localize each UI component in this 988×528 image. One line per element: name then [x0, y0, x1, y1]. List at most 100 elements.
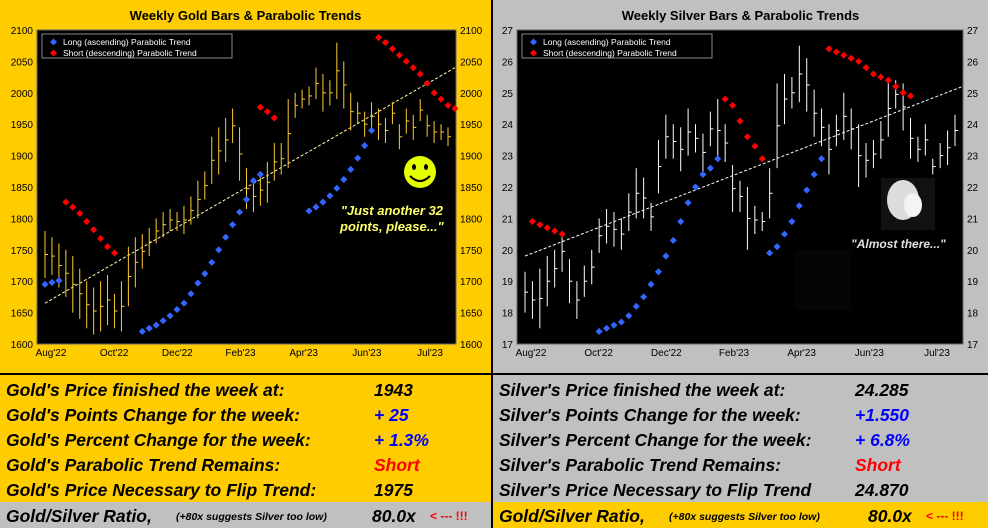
long-parabolic-dot	[208, 258, 216, 266]
y-tick-label-right: 18	[967, 309, 979, 320]
gold-stat-row: Gold's Percent Change for the week: + 1.3…	[0, 427, 491, 452]
gold-stat-label: Gold's Points Change for the week:	[6, 405, 300, 425]
long-parabolic-dot	[610, 321, 618, 329]
silver-stat-value: +1.550	[855, 405, 910, 425]
y-tick-label-left: 2050	[11, 57, 34, 68]
silver-ratio-arrow: < --- !!!	[926, 509, 964, 523]
short-parabolic-dot	[76, 209, 84, 217]
long-parabolic-dot	[773, 243, 781, 251]
parabolic-trend-line	[524, 86, 963, 257]
gold-annotation-line2: points, please..."	[340, 219, 444, 234]
legend-entry: Short (descending) Parabolic Trend	[63, 48, 197, 58]
y-tick-label-right: 2050	[460, 57, 483, 68]
smiley-face	[404, 156, 436, 188]
short-parabolic-dot	[110, 249, 119, 257]
silver-stat-value: + 6.8%	[855, 430, 910, 450]
gold-stat-row: Gold's Price Necessary to Flip Trend: 197…	[0, 477, 491, 502]
long-parabolic-dot	[138, 327, 146, 335]
short-parabolic-dot	[451, 104, 459, 113]
x-tick-label: Jun'23	[352, 348, 382, 359]
silver-stat-label: Silver's Price finished the week at:	[499, 380, 786, 400]
x-tick-label: Dec'22	[651, 348, 682, 359]
legend-marker	[529, 38, 538, 46]
y-tick-label-left: 22	[502, 183, 514, 194]
long-parabolic-dot	[173, 305, 181, 313]
y-tick-label-right: 1900	[460, 152, 483, 163]
long-parabolic-dot	[319, 198, 327, 206]
short-parabolic-dot	[97, 234, 105, 243]
smiley-mouth	[409, 175, 431, 182]
y-tick-label-right: 27	[967, 26, 979, 37]
silver-stat-label: Silver's Parabolic Trend Remains:	[499, 455, 782, 475]
long-parabolic-dot	[312, 203, 320, 211]
silver-stat-label: Silver's Percent Change for the week:	[499, 430, 812, 450]
short-parabolic-dot	[423, 79, 431, 87]
short-parabolic-dot	[416, 70, 424, 78]
short-parabolic-dot	[847, 54, 855, 62]
y-tick-label-right: 23	[967, 152, 979, 163]
y-tick-label-right: 1750	[460, 246, 483, 257]
x-tick-label: Aug'22	[36, 348, 67, 359]
x-tick-label: Feb'23	[719, 348, 750, 359]
y-tick-label-left: 23	[502, 152, 514, 163]
y-tick-label-left: 1650	[11, 309, 34, 320]
gold-annotation: "Just another 32 points, please..."	[340, 203, 444, 235]
long-parabolic-dot	[632, 302, 640, 310]
long-parabolic-dot	[706, 164, 714, 172]
y-tick-label-left: 1950	[11, 120, 34, 131]
legend-entry: Long (ascending) Parabolic Trend	[63, 37, 191, 47]
silver-stat-value: 24.870	[855, 480, 909, 500]
long-parabolic-dot	[256, 170, 264, 178]
short-parabolic-dot	[430, 89, 438, 97]
short-parabolic-dot	[758, 155, 766, 163]
y-tick-label-right: 21	[967, 214, 979, 225]
short-parabolic-dot	[103, 243, 112, 251]
legend-entry: Short (descending) Parabolic Trend	[543, 48, 677, 58]
silver-stat-row: Silver's Parabolic Trend Remains: Short	[493, 452, 988, 477]
long-parabolic-dot	[368, 126, 376, 135]
long-parabolic-dot	[361, 142, 369, 150]
short-parabolic-dot	[388, 45, 396, 53]
short-parabolic-dot	[62, 198, 70, 206]
silver-stat-row: Silver's Points Change for the week: +1.5…	[493, 402, 988, 427]
long-parabolic-dot	[215, 246, 223, 254]
x-tick-label: Oct'22	[100, 348, 129, 359]
long-parabolic-dot	[166, 312, 174, 320]
short-parabolic-dot	[840, 51, 848, 59]
short-parabolic-dot	[256, 103, 264, 111]
silver-stat-row: Silver's Price Necessary to Flip Trend 24…	[493, 477, 988, 502]
long-parabolic-dot	[595, 327, 603, 335]
long-parabolic-dot	[48, 278, 56, 286]
y-tick-label-left: 1800	[11, 214, 34, 225]
silver-stats-panel: Silver's Price finished the week at: 24.2…	[493, 375, 988, 502]
short-parabolic-dot	[374, 34, 383, 42]
long-parabolic-dot	[647, 280, 655, 288]
short-parabolic-dot	[736, 117, 744, 125]
short-parabolic-dot	[899, 89, 907, 97]
silver-ratio-label: Gold/Silver Ratio,	[499, 506, 645, 526]
gold-ratio-row: Gold/Silver Ratio, (+80x suggests Silver…	[0, 502, 491, 528]
gold-stat-label: Gold's Parabolic Trend Remains:	[6, 455, 281, 475]
x-tick-label: Apr'23	[289, 348, 318, 359]
y-tick-label-right: 24	[967, 120, 979, 131]
short-parabolic-dot	[409, 64, 417, 72]
gold-stat-value: Short	[374, 455, 420, 475]
y-tick-label-left: 18	[502, 309, 514, 320]
gold-ratio-arrow: < --- !!!	[430, 509, 468, 523]
short-parabolic-dot	[69, 203, 77, 211]
silver-ratio-value: 80.0x	[868, 506, 912, 526]
y-tick-label-right: 25	[967, 89, 979, 100]
x-tick-label: Feb'23	[225, 348, 256, 359]
gold-stat-row: Gold's Parabolic Trend Remains: Short	[0, 452, 491, 477]
silver-stat-value: 24.285	[855, 380, 909, 400]
long-parabolic-dot	[152, 321, 160, 329]
x-tick-label: Aug'22	[516, 348, 547, 359]
silver-stat-row: Silver's Percent Change for the week: + 6…	[493, 427, 988, 452]
legend-box	[41, 33, 233, 59]
short-parabolic-dot	[402, 57, 410, 65]
y-tick-label-right: 2000	[460, 89, 483, 100]
long-parabolic-dot	[180, 299, 188, 307]
silver-chart-title: Weekly Silver Bars & Parabolic Trends	[621, 8, 860, 23]
y-tick-label-right: 1800	[460, 214, 483, 225]
